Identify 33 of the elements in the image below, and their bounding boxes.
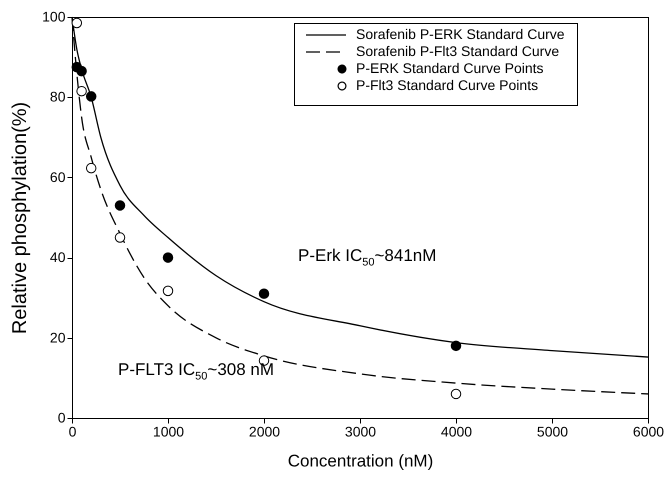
point: [72, 18, 82, 28]
point: [258, 288, 270, 299]
annotation: P-FLT3 IC$_{50}$~308 nM: [118, 360, 274, 382]
annotation: P-Erk IC$_{50}$~841nM: [298, 246, 436, 268]
point: [114, 200, 126, 211]
y-tick-label: 80: [50, 88, 66, 105]
legend-label: P-Flt3 Standard Curve Points: [356, 77, 538, 93]
legend-label: P-ERK Standard Curve Points: [356, 60, 544, 76]
y-tick-label: 60: [50, 168, 66, 185]
point: [76, 66, 87, 76]
point: [86, 162, 96, 174]
x-axis-title: Concentration (nM): [288, 452, 434, 470]
legend-label: Sorafenib P-ERK Standard Curve: [356, 26, 565, 42]
y-tick-label: 40: [50, 249, 66, 266]
x-tick-label: 4000: [440, 424, 472, 440]
point: [162, 252, 174, 263]
point: [86, 91, 96, 102]
point: [114, 232, 126, 243]
point: [450, 388, 462, 400]
y-axis-title: Relative phosphylation(%): [9, 102, 32, 334]
x-tick-label: 1000: [152, 424, 184, 440]
y-tick-label: 0: [58, 410, 66, 426]
point: [450, 340, 462, 352]
x-tick-label: 3000: [344, 424, 376, 440]
point: [162, 286, 174, 296]
point: [76, 86, 87, 96]
y-tick-label: 100: [42, 8, 66, 24]
x-tick-label: 0: [68, 424, 77, 440]
x-tick-label: 2000: [248, 424, 280, 440]
x-tick-label: 5000: [536, 424, 568, 440]
x-tick-label: 6000: [632, 424, 664, 440]
legend-label: Sorafenib P-Flt3 Standard Curve: [356, 43, 560, 59]
y-tick-label: 20: [50, 329, 66, 346]
